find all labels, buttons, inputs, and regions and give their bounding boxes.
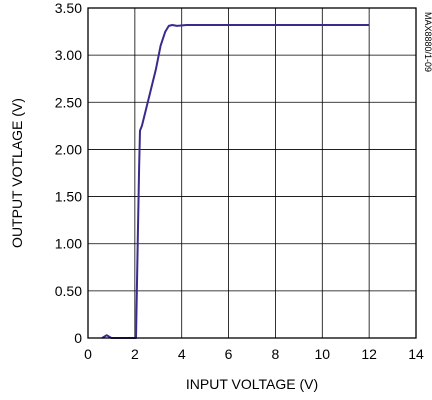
x-tick-label: 8 <box>272 346 280 362</box>
x-tick-label: 6 <box>225 346 233 362</box>
y-tick-label: 0.50 <box>55 283 82 299</box>
plot-frame <box>87 7 417 339</box>
series-line <box>101 24 370 339</box>
x-axis-label: INPUT VOLTAGE (V) <box>186 376 318 392</box>
y-tick-label: 0 <box>74 330 82 346</box>
grid-lines <box>88 8 416 338</box>
figure-code-label: MAX8880/1-09 <box>423 12 432 72</box>
y-tick-label: 3.00 <box>55 47 82 63</box>
series-layer <box>101 24 370 339</box>
x-tick-label: 0 <box>84 346 92 362</box>
y-axis-label: OUTPUT VOTLAGE (V) <box>9 98 25 248</box>
y-tick-label: 2.50 <box>55 94 82 110</box>
x-tick-label: 10 <box>314 346 330 362</box>
x-tick-label: 4 <box>178 346 186 362</box>
x-tick-label: 14 <box>408 346 424 362</box>
y-tick-label: 1.00 <box>55 236 82 252</box>
y-tick-label: 3.50 <box>55 0 82 16</box>
y-tick-label: 2.00 <box>55 141 82 157</box>
x-tick-label: 2 <box>131 346 139 362</box>
x-tick-labels: 0 2 4 6 8 10 12 14 <box>84 346 424 362</box>
x-tick-label: 12 <box>361 346 377 362</box>
y-tick-labels: 0 0.50 1.00 1.50 2.00 2.50 3.00 3.50 <box>55 0 82 346</box>
y-tick-label: 1.50 <box>55 189 82 205</box>
